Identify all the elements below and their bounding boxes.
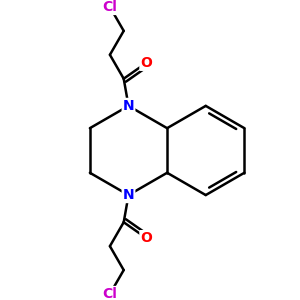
Text: O: O [140,56,152,70]
Text: Cl: Cl [103,0,117,14]
Text: Cl: Cl [103,287,117,300]
Text: N: N [123,188,134,202]
Text: O: O [140,231,152,245]
Text: N: N [123,99,134,113]
